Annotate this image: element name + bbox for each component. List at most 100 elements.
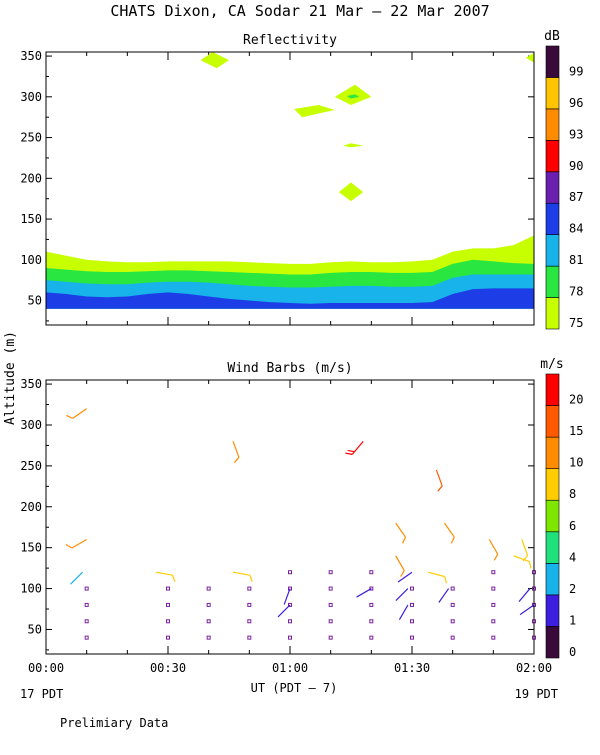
reflectivity-colorbar-label: 81 [569, 253, 583, 267]
reflectivity-patch [342, 143, 364, 148]
wind-barb-feather [347, 449, 355, 453]
wind-barb-shaft [397, 571, 413, 583]
wind-barb-shaft [435, 469, 443, 487]
reflectivity-patch [294, 104, 335, 118]
reflectivity-colorbar-label: 78 [569, 285, 583, 299]
wind-colorbar-label: 1 [569, 613, 576, 627]
wind-y-tick-label: 150 [20, 541, 42, 555]
calm-wind-point [450, 602, 455, 607]
calm-wind-point [84, 602, 89, 607]
wind-barb [397, 571, 413, 583]
calm-wind-point [166, 635, 170, 640]
wind-barb-shaft [70, 571, 84, 585]
calm-wind-point [288, 570, 292, 575]
reflectivity-band [46, 288, 534, 309]
calm-wind-point [410, 586, 414, 591]
calm-wind-point [84, 586, 89, 591]
wind-barb [513, 555, 532, 569]
wind-barb-feather [493, 553, 499, 561]
wind-barb-shaft [444, 522, 455, 538]
calm-wind-point [84, 619, 89, 624]
calm-wind-point [491, 619, 496, 624]
wind-barb-shaft [71, 538, 87, 549]
wind-barb-shaft [398, 604, 409, 620]
wind-barb-shaft [519, 604, 535, 616]
wind-colorbar-swatch [545, 563, 560, 596]
calm-wind-point [369, 619, 374, 624]
reflectivity-y-tick-label: 250 [20, 131, 42, 145]
wind-barb [444, 522, 455, 544]
wind-barb [428, 571, 448, 584]
wind-barb-feather [529, 561, 532, 569]
wind-barb [395, 555, 405, 577]
wind-barb-feather [66, 414, 73, 419]
wind-barb-shaft [356, 588, 372, 598]
calm-wind-point [369, 602, 374, 607]
wind-barb-shaft [72, 408, 88, 419]
wind-barb-feather [65, 543, 73, 549]
calm-wind-point [369, 635, 374, 640]
wind-barb [488, 539, 499, 561]
calm-wind-point [410, 635, 414, 640]
reflectivity-colorbar-swatch [545, 234, 560, 267]
wind-barb [232, 441, 240, 464]
wind-barb [283, 588, 291, 605]
wind-barb [518, 588, 531, 602]
wind-title: Wind Barbs (m/s) [227, 361, 352, 376]
wind-colorbar-swatch [545, 405, 560, 438]
reflectivity-colorbar-swatch [545, 265, 560, 298]
reflectivity-colorbar-label: 90 [569, 159, 583, 173]
reflectivity-y-tick-label: 200 [20, 171, 42, 185]
reflectivity-patch [525, 52, 534, 63]
calm-wind-point [450, 619, 455, 624]
calm-wind-point [491, 635, 496, 640]
wind-colorbar-label: 10 [569, 456, 583, 470]
wind-barb-shaft [513, 555, 530, 563]
wind-colorbar-swatch [545, 531, 560, 564]
calm-wind-point [166, 586, 170, 591]
calm-wind-point [84, 635, 89, 640]
reflectivity-frame-top [45, 51, 535, 326]
calm-wind-point [328, 602, 333, 607]
date-start-label: 17 PDT [20, 687, 63, 701]
wind-colorbar-swatch [545, 373, 560, 406]
chart-title: CHATS Dixon, CA Sodar 21 Mar — 22 Mar 20… [110, 2, 489, 20]
wind-barb [398, 604, 409, 620]
reflectivity-colorbar-swatch [545, 297, 560, 330]
wind-barb-feather [450, 536, 455, 544]
wind-colorbar-swatch [545, 499, 560, 533]
wind-barb [345, 440, 364, 455]
reflectivity-y-tick-label: 100 [20, 253, 42, 267]
wind-barb [232, 571, 253, 582]
calm-wind-point [247, 586, 252, 591]
calm-wind-point [247, 635, 252, 640]
calm-wind-point [328, 619, 333, 624]
wind-colorbar-swatch [545, 626, 560, 659]
reflectivity-title: Reflectivity [243, 33, 337, 48]
wind-barb [277, 604, 291, 618]
calm-wind-point [491, 602, 496, 607]
wind-x-tick-label: 02:00 [516, 661, 552, 675]
wind-y-tick-label: 300 [20, 418, 42, 432]
reflectivity-y-tick-label: 350 [20, 49, 42, 63]
wind-barb-feather [171, 574, 176, 582]
calm-wind-point [247, 602, 252, 607]
calm-wind-point [206, 619, 211, 624]
wind-barb [521, 539, 529, 562]
wind-barb-shaft [155, 571, 173, 576]
wind-barb-shaft [232, 441, 240, 458]
wind-colorbar-label: 20 [569, 393, 583, 407]
wind-barb-shaft [395, 522, 406, 538]
wind-barb-feather [400, 570, 405, 577]
wind-barb [70, 571, 84, 585]
wind-x-tick-label: 00:30 [150, 661, 186, 675]
reflectivity-y-tick-label: 300 [20, 90, 42, 104]
y-axis-label: Altitude (m) [3, 331, 18, 425]
calm-wind-point [206, 602, 211, 607]
wind-colorbar-label: 6 [569, 519, 576, 533]
calm-wind-point [166, 602, 170, 607]
wind-barb-shaft [232, 571, 250, 576]
reflectivity-patch [346, 94, 360, 99]
reflectivity-colorbar-label: 84 [569, 222, 583, 236]
